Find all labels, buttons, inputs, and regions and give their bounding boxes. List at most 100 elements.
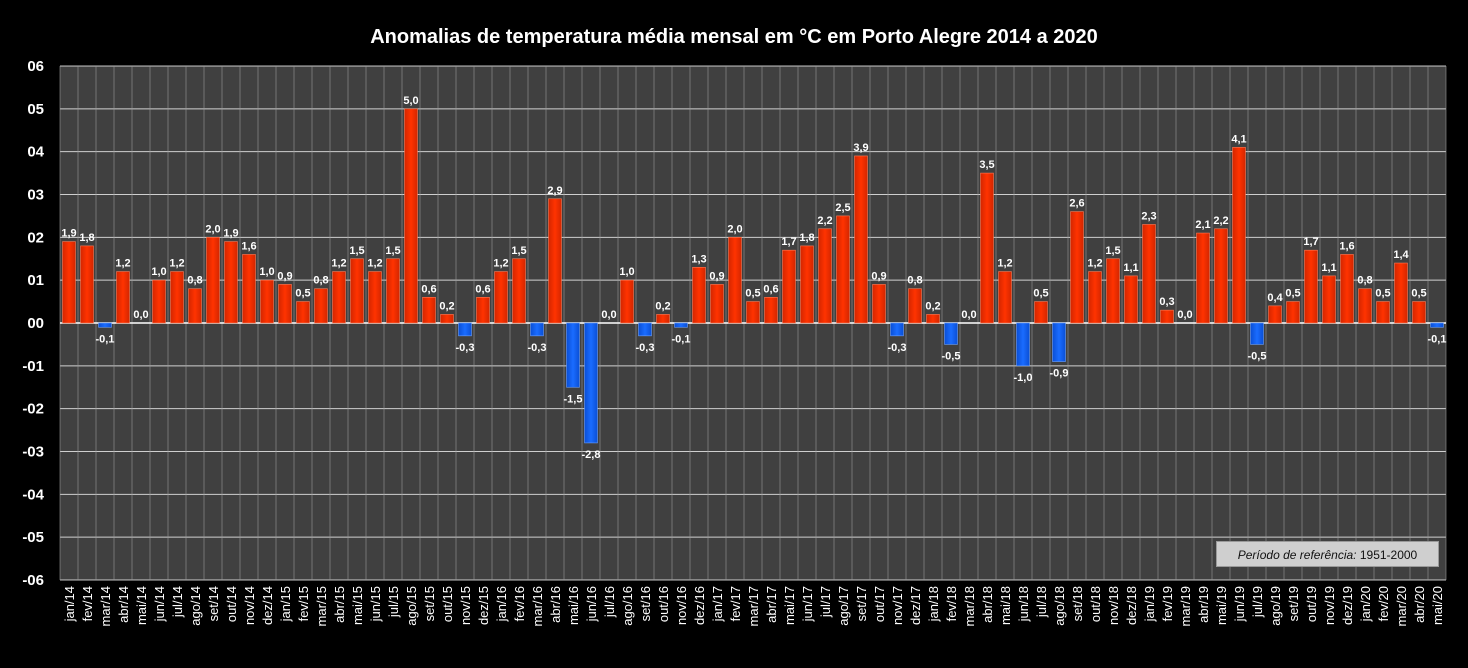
data-label: 2,6 — [1069, 198, 1084, 210]
data-label: 2,1 — [1195, 219, 1210, 231]
x-tick-label: abr/16 — [548, 586, 563, 623]
data-label: 0,5 — [1285, 288, 1300, 300]
bar-jan-20 — [1358, 288, 1372, 324]
bar-ago-14 — [188, 288, 202, 324]
x-tick-label: ago/18 — [1052, 586, 1067, 626]
x-tick-label: ago/19 — [1268, 586, 1283, 626]
reference-period-label: Período de referência: — [1237, 548, 1357, 562]
x-tick-label: out/15 — [440, 586, 455, 622]
x-tick-label: fev/15 — [296, 586, 311, 621]
data-label: 0,4 — [1267, 292, 1283, 304]
data-label: 1,0 — [259, 266, 274, 278]
x-tick-label: jun/15 — [368, 586, 383, 622]
data-label: 0,5 — [1375, 288, 1390, 300]
bar-jun-17 — [800, 245, 814, 324]
y-tick-label: 02 — [27, 229, 44, 246]
bar-out-15 — [440, 314, 454, 324]
y-tick-label: -04 — [22, 486, 44, 503]
bar-nov-17 — [890, 322, 904, 337]
x-tick-label: out/18 — [1088, 586, 1103, 622]
bar-dez-16 — [692, 267, 706, 324]
x-tick-label: fev/20 — [1376, 586, 1391, 621]
bar-nov-16 — [674, 322, 688, 328]
data-label: 1,1 — [1123, 262, 1138, 274]
x-tick-label: mar/18 — [962, 586, 977, 626]
bar-fev-16 — [512, 258, 526, 324]
data-label: 1,2 — [1087, 258, 1102, 270]
data-label: 1,2 — [115, 258, 130, 270]
x-tick-label: mai/18 — [998, 586, 1013, 625]
x-tick-label: dez/18 — [1124, 586, 1139, 625]
y-tick-label: -01 — [22, 358, 44, 375]
data-label: 2,2 — [1213, 215, 1228, 227]
data-label: 4,1 — [1231, 133, 1246, 145]
x-tick-label: fev/19 — [1160, 586, 1175, 621]
bar-mai-20 — [1430, 322, 1444, 328]
bar-jun-19 — [1232, 147, 1246, 324]
x-tick-label: set/15 — [422, 586, 437, 621]
bar-dez-18 — [1124, 275, 1138, 324]
x-tick-label: jun/16 — [584, 586, 599, 622]
x-tick-label: mai/17 — [782, 586, 797, 625]
bar-set-15 — [422, 296, 436, 324]
data-label: 1,5 — [511, 245, 526, 257]
x-tick-label: set/16 — [638, 586, 653, 621]
data-label: 0,0 — [601, 309, 616, 321]
x-tick-label: mar/19 — [1178, 586, 1193, 626]
bar-abr-15 — [332, 271, 346, 324]
data-label: 0,8 — [187, 275, 202, 287]
data-label: 0,9 — [277, 270, 292, 282]
x-tick-label: fev/17 — [728, 586, 743, 621]
data-label: -0,5 — [942, 350, 961, 362]
bar-abr-19 — [1196, 232, 1210, 324]
x-tick-label: mai/19 — [1214, 586, 1229, 625]
data-label: 1,6 — [241, 240, 256, 252]
data-label: 1,0 — [619, 266, 634, 278]
x-tick-label: ago/16 — [620, 586, 635, 626]
x-tick-label: jun/14 — [152, 586, 167, 622]
data-label: 1,2 — [997, 258, 1012, 270]
data-label: 1,2 — [493, 258, 508, 270]
x-tick-label: fev/16 — [512, 586, 527, 621]
data-label: 1,9 — [223, 228, 238, 240]
bar-set-16 — [638, 322, 652, 337]
data-label: 0,5 — [295, 288, 310, 300]
x-tick-label: jul/18 — [1034, 586, 1049, 618]
data-label: -1,0 — [1014, 372, 1033, 384]
bar-fev-15 — [296, 301, 310, 324]
data-label: 1,6 — [1339, 240, 1354, 252]
bar-jan-19 — [1142, 224, 1156, 324]
data-label: 1,8 — [79, 232, 94, 244]
bar-mar-16 — [530, 322, 544, 337]
x-tick-label: dez/19 — [1340, 586, 1355, 625]
x-tick-label: mar/20 — [1394, 586, 1409, 626]
x-tick-label: jul/19 — [1250, 586, 1265, 618]
data-label: -1,5 — [564, 393, 583, 405]
bar-abr-20 — [1412, 301, 1426, 324]
bar-abr-18 — [980, 172, 994, 324]
bar-jul-14 — [170, 271, 184, 324]
data-label: 0,2 — [925, 300, 940, 312]
bar-out-14 — [224, 241, 238, 324]
data-label: -0,3 — [456, 342, 475, 354]
bar-jul-15 — [386, 258, 400, 324]
data-label: 1,5 — [385, 245, 400, 257]
bar-set-17 — [854, 155, 868, 324]
data-label: 2,3 — [1141, 210, 1156, 222]
y-tick-label: 00 — [27, 315, 44, 332]
data-label: 3,5 — [979, 159, 994, 171]
data-label: 2,2 — [817, 215, 832, 227]
x-tick-label: abr/18 — [980, 586, 995, 623]
data-label: -0,9 — [1050, 368, 1069, 380]
data-label: 1,3 — [691, 253, 706, 265]
x-tick-label: mai/15 — [350, 586, 365, 625]
bar-jan-18 — [926, 314, 940, 324]
x-tick-label: jan/19 — [1142, 586, 1157, 622]
bar-out-19 — [1304, 249, 1318, 324]
bar-jul-19 — [1250, 322, 1264, 345]
y-tick-label: 01 — [27, 272, 44, 289]
x-tick-label: jan/20 — [1358, 586, 1373, 622]
data-label: 0,6 — [421, 283, 436, 295]
data-label: 2,0 — [205, 223, 220, 235]
